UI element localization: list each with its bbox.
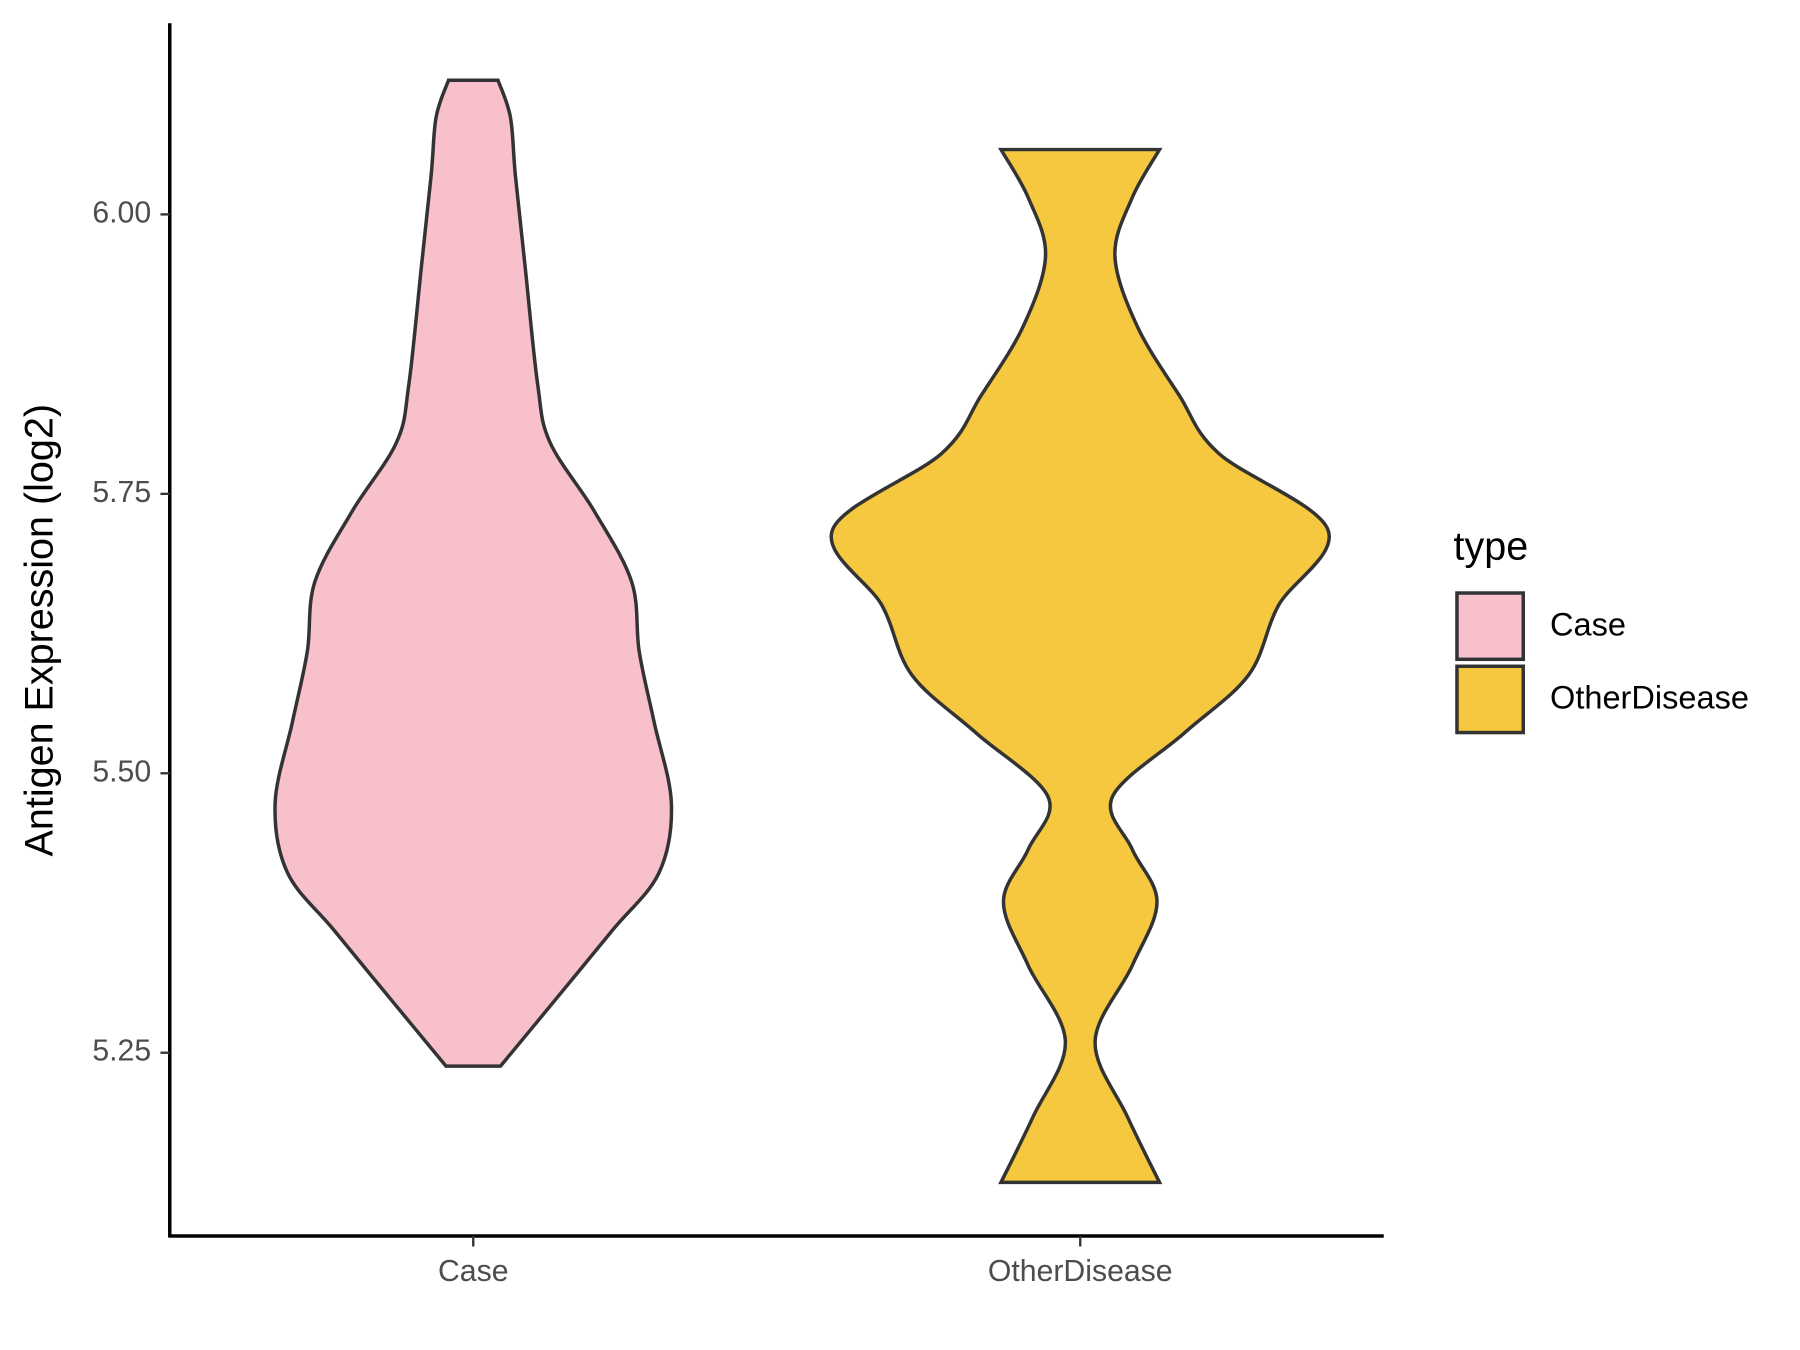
y-tick-label: 5.50 — [92, 755, 151, 788]
legend-key — [1455, 664, 1525, 735]
y-tick-label: 5.25 — [92, 1035, 151, 1068]
violin — [829, 147, 1332, 1185]
y-axis-title: Antigen Expression (log2) — [17, 404, 61, 856]
violin — [273, 78, 674, 1068]
legend-title: type — [1453, 524, 1528, 568]
legend-label: Case — [1550, 606, 1626, 642]
y-tick-label: 6.00 — [92, 196, 151, 229]
legend-label: OtherDisease — [1550, 680, 1749, 716]
x-tick-label: Case — [438, 1255, 509, 1288]
legend-key — [1455, 591, 1525, 662]
y-tick-label: 5.75 — [92, 476, 151, 509]
x-tick-label: OtherDisease — [988, 1255, 1173, 1288]
